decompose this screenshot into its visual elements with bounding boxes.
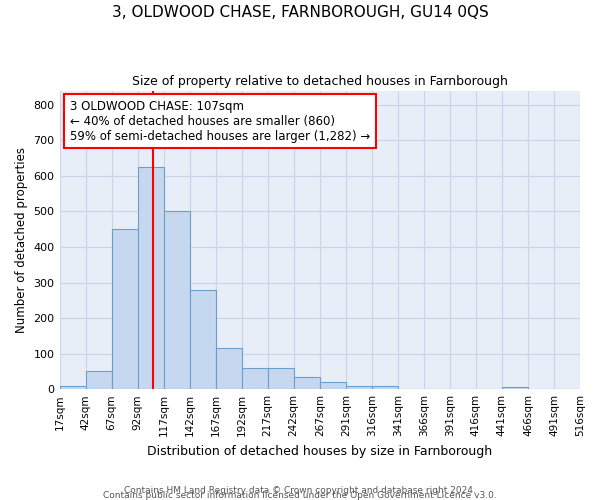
Text: 3 OLDWOOD CHASE: 107sqm
← 40% of detached houses are smaller (860)
59% of semi-d: 3 OLDWOOD CHASE: 107sqm ← 40% of detache… bbox=[70, 100, 370, 142]
Bar bbox=[242, 368, 268, 389]
Bar bbox=[215, 348, 242, 389]
Bar bbox=[137, 167, 164, 389]
Bar bbox=[190, 290, 215, 389]
Title: Size of property relative to detached houses in Farnborough: Size of property relative to detached ho… bbox=[132, 75, 508, 88]
X-axis label: Distribution of detached houses by size in Farnborough: Distribution of detached houses by size … bbox=[147, 444, 493, 458]
Y-axis label: Number of detached properties: Number of detached properties bbox=[15, 147, 28, 333]
Bar bbox=[59, 386, 86, 389]
Bar bbox=[294, 376, 320, 389]
Bar bbox=[164, 212, 190, 389]
Text: Contains HM Land Registry data © Crown copyright and database right 2024.: Contains HM Land Registry data © Crown c… bbox=[124, 486, 476, 495]
Bar bbox=[372, 386, 398, 389]
Bar bbox=[502, 388, 528, 389]
Text: Contains public sector information licensed under the Open Government Licence v3: Contains public sector information licen… bbox=[103, 490, 497, 500]
Bar bbox=[320, 382, 346, 389]
Bar bbox=[268, 368, 294, 389]
Bar bbox=[86, 372, 112, 389]
Text: 3, OLDWOOD CHASE, FARNBOROUGH, GU14 0QS: 3, OLDWOOD CHASE, FARNBOROUGH, GU14 0QS bbox=[112, 5, 488, 20]
Bar bbox=[112, 229, 137, 389]
Bar bbox=[346, 386, 372, 389]
